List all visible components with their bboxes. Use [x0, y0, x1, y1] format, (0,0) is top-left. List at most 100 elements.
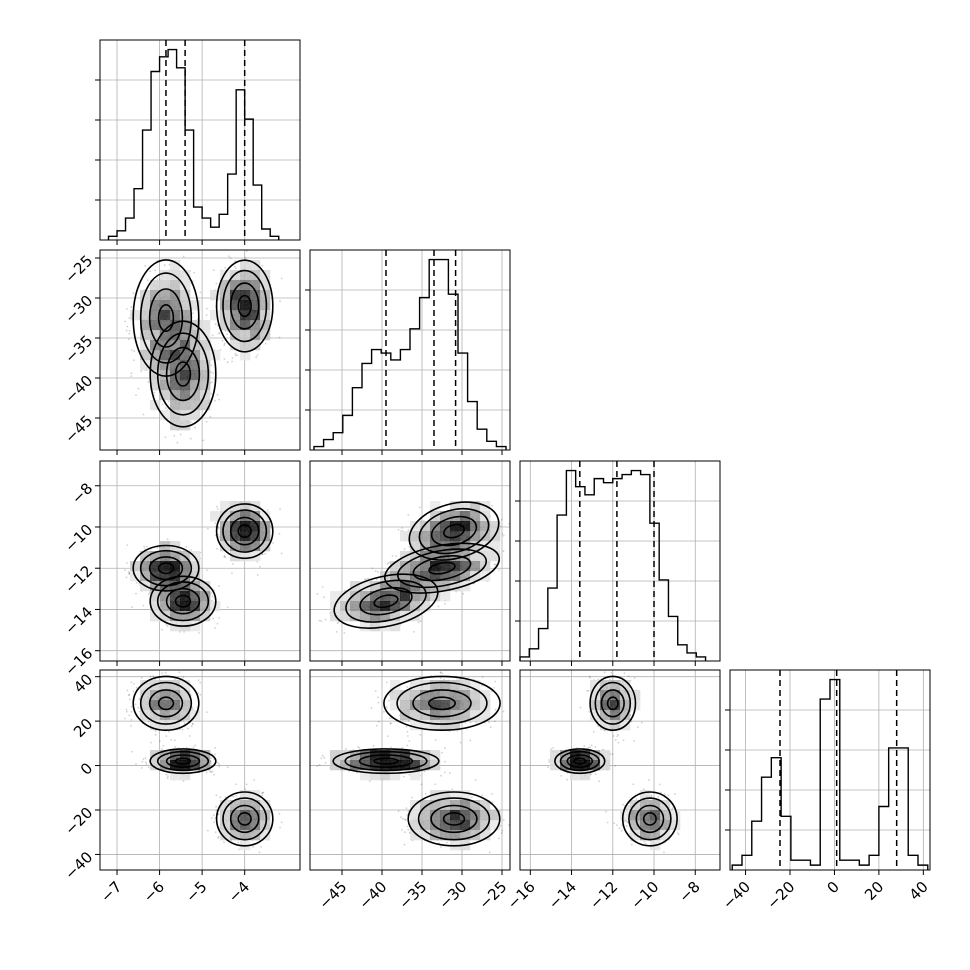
sample-point	[437, 605, 440, 608]
sample-point	[146, 545, 148, 548]
density-cell	[260, 330, 271, 341]
density-cell	[140, 360, 151, 371]
sample-point	[215, 282, 218, 285]
density-cell	[140, 571, 151, 582]
sample-point	[128, 573, 131, 575]
sample-point	[130, 306, 133, 309]
sample-point	[363, 578, 366, 581]
density-cell	[130, 310, 141, 321]
density-cell	[230, 340, 241, 351]
density-cell	[230, 310, 241, 321]
sample-point	[324, 618, 327, 621]
density-cell	[230, 521, 241, 532]
density-cell	[200, 581, 211, 592]
sample-point	[502, 550, 505, 552]
sample-point	[126, 544, 129, 546]
sample-point	[522, 521, 524, 523]
sample-point	[156, 547, 159, 549]
sample-point	[212, 269, 215, 271]
sample-point	[256, 354, 259, 356]
sample-point	[491, 505, 493, 507]
density-cell	[160, 380, 171, 391]
density-cell	[150, 611, 161, 622]
density-cell	[150, 370, 161, 381]
density-cell	[190, 370, 201, 381]
density-cell	[240, 551, 251, 562]
density-cell	[170, 340, 181, 351]
panel-0-0	[95, 39, 301, 245]
density-cell	[230, 531, 241, 542]
sample-point	[164, 436, 167, 439]
sample-point	[156, 278, 159, 280]
sample-point	[244, 256, 247, 259]
density-cell	[180, 310, 191, 321]
sample-point	[126, 325, 129, 328]
density-cell	[200, 400, 211, 411]
density-cell	[150, 400, 161, 411]
sample-point	[234, 265, 236, 268]
density-cell	[170, 551, 181, 562]
density-cell	[260, 541, 271, 552]
density-cell	[170, 561, 181, 572]
density-cell	[170, 260, 181, 271]
sample-point	[127, 338, 130, 341]
sample-point	[164, 407, 167, 409]
sample-point	[375, 578, 378, 581]
sample-point	[130, 372, 133, 375]
density-cell	[250, 310, 261, 321]
panel-1-0: −45−40−35−30−25	[61, 249, 301, 455]
sample-point	[278, 532, 281, 535]
density-cell	[180, 561, 191, 572]
sample-point	[218, 332, 221, 334]
sample-point	[205, 314, 208, 316]
density-cell	[160, 290, 171, 301]
contour-line	[229, 516, 260, 546]
contour-line	[229, 282, 260, 330]
sample-point	[462, 593, 465, 595]
density-cell	[170, 571, 181, 582]
sample-point	[261, 553, 264, 556]
sample-point	[144, 264, 147, 267]
contour-line	[237, 524, 252, 539]
density-cell	[130, 561, 141, 572]
density-cell	[210, 310, 221, 321]
sample-point	[165, 624, 168, 626]
sample-point	[147, 381, 150, 383]
contour-line	[165, 346, 201, 402]
density-cell	[250, 340, 261, 351]
sample-point	[418, 506, 421, 509]
contour-line	[157, 303, 175, 332]
density-cell	[160, 591, 171, 602]
sample-point	[214, 522, 217, 524]
density-cell	[240, 511, 251, 522]
density-cell	[250, 290, 261, 301]
sample-point	[125, 576, 128, 579]
density-cell	[240, 280, 251, 291]
sample-point	[223, 358, 226, 360]
sample-point	[218, 332, 221, 335]
sample-point	[500, 518, 503, 521]
sample-point	[128, 332, 131, 335]
sample-point	[255, 356, 258, 359]
sample-point	[199, 291, 202, 294]
density-cell	[250, 330, 261, 341]
sample-point	[210, 392, 213, 395]
density-cell	[240, 310, 251, 321]
density-cell	[150, 380, 161, 391]
density-cell	[190, 591, 201, 602]
density-cell	[220, 531, 231, 542]
density-cell	[200, 591, 211, 602]
sample-point	[401, 527, 403, 529]
density-cell	[210, 350, 221, 361]
density-cell	[170, 611, 181, 622]
sample-point	[261, 553, 264, 556]
sample-point	[386, 562, 389, 565]
density-cell	[240, 330, 251, 341]
density-cell	[260, 320, 271, 331]
density-cell	[170, 310, 181, 321]
sample-point	[318, 619, 321, 622]
density-cell	[230, 330, 241, 341]
density-cell	[140, 300, 151, 311]
density-cell	[190, 601, 201, 612]
